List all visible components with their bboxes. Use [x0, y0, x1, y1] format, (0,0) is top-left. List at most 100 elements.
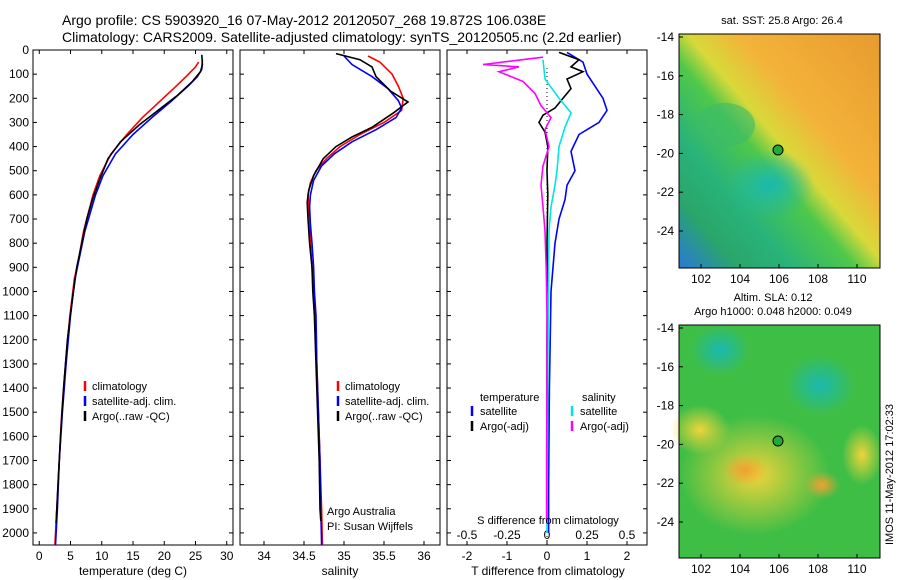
footer-timestamp: IMOS 11-May-2012 17:02:33	[884, 404, 896, 545]
s-difference-xlabel: S difference from climatology	[477, 515, 619, 527]
s-tick-label: 0.25	[575, 528, 599, 542]
sst-warm-blob	[725, 150, 815, 220]
y-tick-label: 1300	[2, 357, 29, 371]
header-line-1: Argo profile: CS 5903920_16 07-May-2012 …	[62, 12, 546, 28]
difference-panel: -2 -1 0 1 2 -0.5 -0.25 0 0.25 0.5 temperature sali…	[446, 49, 648, 578]
sla-blob-6	[670, 405, 730, 455]
x-tick-label: 35	[337, 549, 351, 563]
map-y-tick-label: -24	[657, 515, 675, 529]
y-tick-label: 2000	[2, 526, 29, 540]
map-y-tick-label: -22	[657, 476, 675, 490]
y-tick-label: 900	[9, 260, 29, 274]
t-difference-xlabel: T difference from climatology	[471, 564, 625, 578]
map-x-tick-label: 102	[691, 272, 711, 286]
salinity-argo-adj-line	[482, 56, 552, 521]
x-tick-label: -2	[462, 549, 473, 563]
x-tick-label: 34	[257, 549, 271, 563]
y-tick-label: 300	[9, 115, 29, 129]
legend-label: Argo(..raw -QC)	[92, 411, 170, 423]
y-tick-label: 1600	[2, 429, 29, 443]
s-tick-label: 0	[544, 528, 551, 542]
y-tick-label: 800	[9, 236, 29, 250]
argo-raw-qc-line	[55, 54, 204, 524]
legend-label: satellite	[580, 406, 617, 418]
header-line-2: Climatology: CARS2009. Satellite-adjuste…	[62, 29, 622, 45]
temperature-plot-frame	[32, 49, 234, 546]
legend-group-salinity: salinity	[582, 392, 616, 404]
climatology-line	[307, 55, 405, 546]
legend-label: climatology	[92, 381, 148, 393]
climatology-line	[54, 61, 200, 546]
y-tick-label: 700	[9, 212, 29, 226]
map-y-tick-label: -14	[657, 321, 675, 335]
map-y-tick-label: -24	[657, 224, 675, 238]
s-tick-label: 0.5	[619, 528, 636, 542]
satellite-adj-clim-line	[308, 55, 403, 546]
annotation-pi: PI: Susan Wijffels	[327, 521, 413, 533]
map-x-tick-label: 102	[691, 562, 711, 576]
y-tick-label: 1800	[2, 478, 29, 492]
temperature-argo-adj-line	[538, 51, 586, 524]
salinity-panel: 34 34.5 35 35.5 36 climatology satellite-adj.…	[239, 49, 441, 578]
s-tick-label: -0.5	[457, 528, 478, 542]
map-y-tick-label: -16	[657, 69, 675, 83]
salinity-legend: climatology satellite-adj. clim. Argo(..ra…	[336, 381, 429, 423]
s-tick-label: -0.25	[493, 528, 521, 542]
y-tick-label: 1000	[2, 284, 29, 298]
legend-group-temperature: temperature	[480, 392, 539, 404]
map-x-tick-label: 106	[769, 272, 789, 286]
y-tick-label: 1500	[2, 405, 29, 419]
sla-blob-2	[785, 355, 855, 415]
x-tick-label: 2	[624, 549, 631, 563]
map-x-tick-label: 106	[769, 562, 789, 576]
map-y-tick-label: -20	[657, 146, 675, 160]
map-x-tick-label: 108	[808, 272, 828, 286]
argo-location-marker-sst	[772, 144, 784, 156]
legend-label: Argo(-adj)	[480, 421, 529, 433]
sla-map: Altim. SLA: 0.12 Argo h1000: 0.048 h2000…	[657, 292, 882, 576]
y-tick-label: 400	[9, 140, 29, 154]
x-tick-label: 20	[158, 549, 172, 563]
map-x-tick-label: 108	[808, 562, 828, 576]
temperature-satellite-line	[547, 51, 608, 533]
x-tick-label: 30	[220, 549, 234, 563]
legend-label: Argo(..raw -QC)	[345, 411, 423, 423]
salinity-xlabel: salinity	[322, 564, 359, 578]
sla-blob-5	[804, 471, 840, 499]
y-tick-label: 1900	[2, 502, 29, 516]
legend-label: satellite	[480, 406, 517, 418]
argo-location-marker-sla	[772, 435, 784, 447]
sla-blob-4	[723, 454, 767, 486]
difference-legend: temperature salinity satellite Argo(-adj) sa…	[470, 392, 629, 433]
annotation-argo-australia: Argo Australia	[327, 506, 396, 518]
y-tick-label: 600	[9, 188, 29, 202]
x-tick-label: 0	[36, 549, 43, 563]
argo-raw-qc-line	[306, 52, 410, 521]
y-tick-label: 1200	[2, 333, 29, 347]
sst-map-title: sat. SST: 25.8 Argo: 26.4	[721, 15, 843, 27]
x-tick-label: 1	[584, 549, 591, 563]
x-tick-label: -1	[502, 549, 513, 563]
sla-map-title-1: Altim. SLA: 0.12	[734, 292, 813, 304]
legend-label: satellite-adj. clim.	[92, 396, 176, 408]
y-tick-label: 100	[9, 67, 29, 81]
map-y-tick-label: -22	[657, 185, 675, 199]
y-tick-label: 0	[22, 43, 29, 57]
sst-map: sat. SST: 25.8 Argo: 26.4 102 104 106 108 11…	[657, 15, 881, 286]
map-y-tick-label: -14	[657, 30, 675, 44]
sst-green-patch	[695, 103, 755, 147]
x-tick-label: 25	[189, 549, 203, 563]
x-tick-label: 5	[67, 549, 74, 563]
temperature-xlabel: temperature (deg C)	[79, 564, 187, 578]
y-tick-label: 1700	[2, 453, 29, 467]
y-tick-label: 1100	[3, 309, 29, 323]
x-tick-label: 0	[544, 549, 551, 563]
x-tick-label: 34.5	[292, 549, 316, 563]
temperature-panel: 0 5 10 15 20 25 300100200300400500600700800900…	[2, 43, 233, 578]
map-y-tick-label: -18	[657, 108, 675, 122]
y-tick-label: 200	[9, 91, 29, 105]
map-x-tick-label: 110	[847, 562, 866, 576]
x-tick-label: 10	[95, 549, 109, 563]
y-tick-label: 1400	[2, 381, 29, 395]
